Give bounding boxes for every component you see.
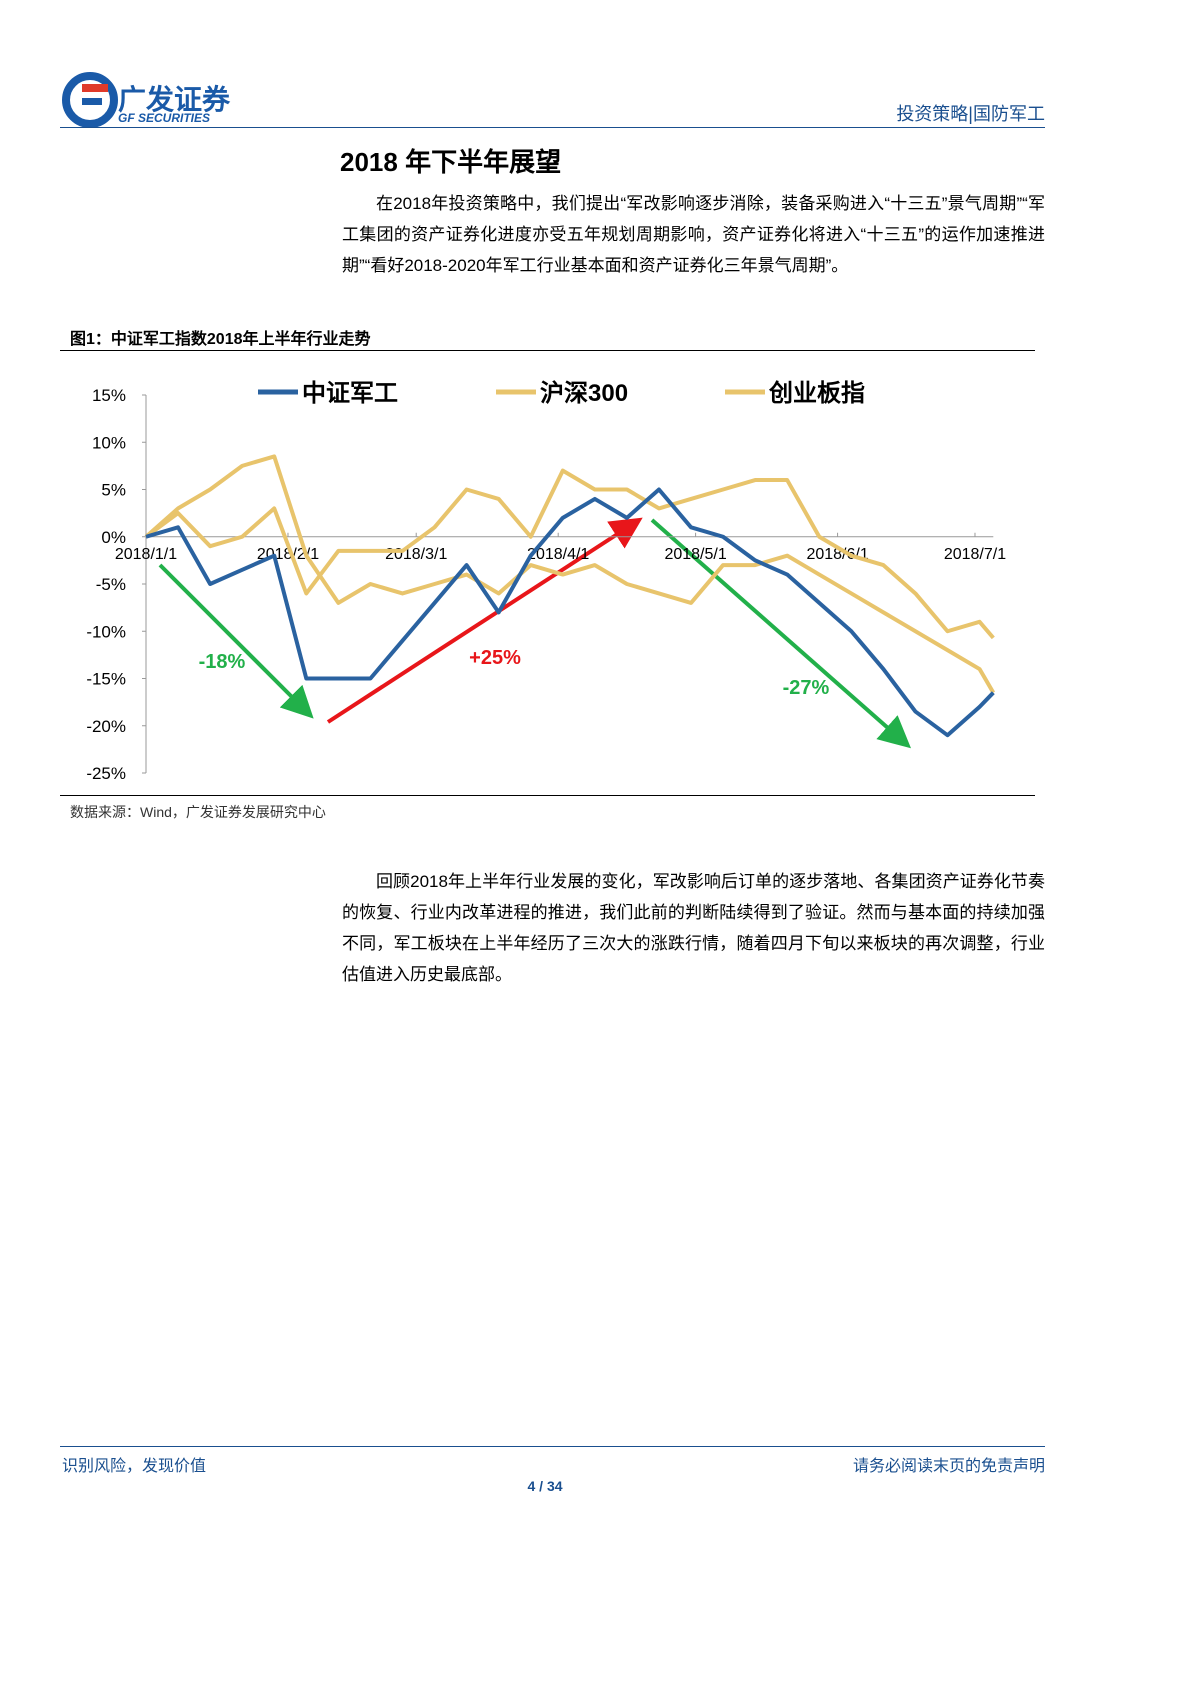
y-tick-label: -10% — [86, 622, 126, 641]
chart: 15% 10% 5% 0% -5% -10% -15% -20% -25% 2018/1/1 201… — [86, 380, 1006, 783]
arrow — [158, 563, 314, 719]
y-tick-label: -15% — [86, 670, 126, 689]
figure-caption: 图1：中证军工指数2018年上半年行业走势 — [70, 331, 371, 348]
caption-rule — [60, 350, 1035, 351]
logo-mark — [62, 72, 118, 128]
y-tick-label: 15% — [92, 386, 126, 405]
footer-left: 识别风险，发现价值 — [62, 1458, 207, 1475]
x-tick-label: 2018/4/1 — [527, 546, 589, 563]
series-line — [145, 487, 995, 738]
x-tick-label: 2018/3/1 — [385, 546, 447, 563]
series-line — [144, 468, 995, 640]
paragraph: 在2018年投资策略中，我们提出“军改影响逐步消除，装备采购进入“十三五”景气周… — [342, 194, 1045, 275]
legend-label: 中证军工 — [302, 380, 398, 407]
y-tick-label: -25% — [86, 764, 126, 783]
y-tick-label: 5% — [101, 481, 126, 500]
paragraph: 回顾2018年上半年行业发展的变化，军改影响后订单的逐步落地、各集团资产证券化节… — [342, 872, 1045, 984]
annotation: +25% — [469, 647, 521, 669]
logo-en: GF SECURITIES — [118, 111, 211, 125]
arrow — [326, 517, 643, 724]
page-title: 2018 年下半年展望 — [340, 147, 562, 177]
page-number: 4 / 34 — [527, 1478, 563, 1494]
y-tick-label: 10% — [92, 433, 126, 452]
y-tick-label: 0% — [101, 528, 126, 547]
annotation: -27% — [783, 677, 830, 699]
x-tick-label: 2018/1/1 — [115, 546, 177, 563]
figure-rule — [60, 795, 1035, 796]
x-tick-label: 2018/6/1 — [806, 546, 868, 563]
x-tick-label: 2018/5/1 — [664, 546, 726, 563]
y-tick-label: -5% — [96, 575, 126, 594]
y-tick-label: -20% — [86, 717, 126, 736]
annotation: -18% — [199, 651, 246, 673]
series-line — [144, 454, 996, 694]
footer-right: 请务必阅读末页的免责声明 — [852, 1458, 1045, 1475]
section-label: 投资策略|国防军工 — [896, 104, 1045, 124]
legend-label: 创业板指 — [768, 380, 865, 407]
logo-cn: 广发证券 — [118, 84, 231, 115]
footer-rule — [60, 1446, 1045, 1447]
x-tick-label: 2018/7/1 — [944, 546, 1006, 563]
legend-label: 沪深300 — [540, 380, 628, 407]
source: 数据来源：Wind，广发证券发展研究中心 — [70, 804, 326, 820]
arrow — [650, 518, 912, 749]
header-rule — [60, 127, 1045, 128]
